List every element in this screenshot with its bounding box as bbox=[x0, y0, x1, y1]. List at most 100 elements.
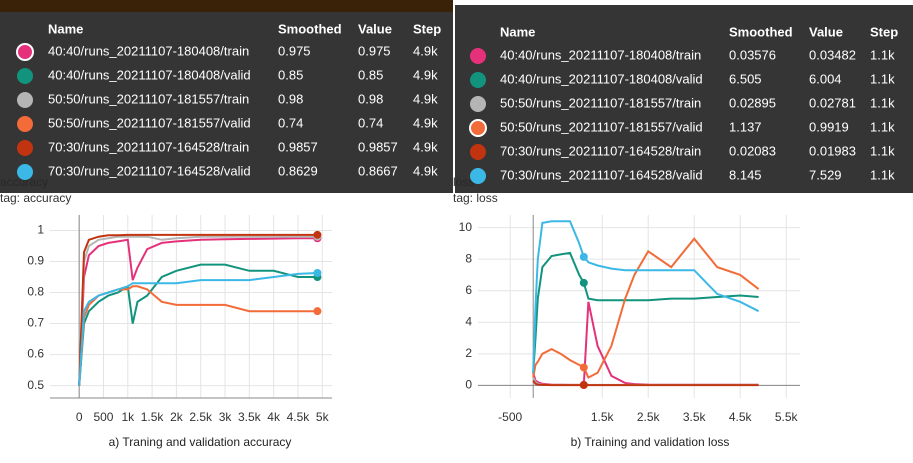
tooltip: Name Smoothed Value Step 40:40/runs_20211107… bbox=[455, 5, 913, 193]
series-line bbox=[78, 233, 318, 386]
series-line bbox=[532, 220, 760, 373]
tooltip-header: Value bbox=[809, 24, 843, 39]
tooltip-header: Name bbox=[48, 21, 83, 36]
x-tick-label: 4k bbox=[267, 410, 281, 424]
tooltip-cell: 1.137 bbox=[729, 119, 762, 134]
tooltip-cell: 1.1k bbox=[870, 95, 895, 110]
y-tick-label: 2 bbox=[465, 346, 472, 360]
legend-swatch bbox=[17, 164, 33, 180]
legend-entry: 70:30/runs_20211107-164528/train bbox=[500, 143, 701, 158]
tooltip-header: Step bbox=[413, 21, 441, 36]
legend-entry: 70:30/runs_20211107-164528/valid bbox=[500, 167, 703, 182]
tooltip-cell: 0.975 bbox=[358, 43, 391, 58]
tooltip-header: Step bbox=[870, 24, 898, 39]
tooltip-header: Smoothed bbox=[729, 24, 793, 39]
series-line bbox=[532, 380, 759, 387]
tooltip-cell: 0.9857 bbox=[278, 139, 318, 154]
tooltip-cell: 4.9k bbox=[413, 139, 438, 154]
x-tick-label: 2.5k bbox=[637, 410, 661, 424]
hover-dot bbox=[313, 230, 322, 239]
legend-swatch bbox=[17, 92, 33, 108]
legend-entry: 40:40/runs_20211107-180408/valid bbox=[500, 71, 703, 86]
tooltip-header: Name bbox=[500, 24, 535, 39]
y-tick-label: 8 bbox=[465, 251, 472, 265]
tooltip-cell: 0.02781 bbox=[809, 95, 856, 110]
tooltip-cell: 1.1k bbox=[870, 47, 895, 62]
y-tick-label: 0.7 bbox=[27, 316, 44, 330]
x-tick-label: 1.5k bbox=[591, 410, 615, 424]
legend-swatch bbox=[470, 96, 486, 112]
legend-swatch bbox=[16, 43, 34, 61]
y-tick-label: 0 bbox=[465, 378, 472, 392]
tooltip-cell: 8.145 bbox=[729, 167, 762, 182]
x-tick-label: 1k bbox=[121, 410, 135, 424]
tooltip-cell: 7.529 bbox=[809, 167, 842, 182]
chart-panel: losstag: loss0246810-5001.5k2.5k3.5k4.5k… bbox=[453, 175, 800, 449]
hover-dot bbox=[579, 363, 588, 372]
tooltip: Name Smoothed Value Step 40:40/runs_20211107… bbox=[0, 0, 453, 193]
series-line bbox=[78, 285, 318, 386]
tooltip-cell: 0.8629 bbox=[278, 163, 318, 178]
tooltip-cell: 0.02083 bbox=[729, 143, 776, 158]
hover-dot bbox=[313, 307, 322, 316]
series-line bbox=[78, 272, 318, 386]
legend-swatch bbox=[470, 48, 486, 64]
tooltip-cell: 4.9k bbox=[413, 43, 438, 58]
x-tick-label: 4.5k bbox=[287, 410, 311, 424]
x-tick-label: 3.5k bbox=[238, 410, 262, 424]
y-tick-label: 4 bbox=[465, 314, 472, 328]
tooltip-cell: 0.02895 bbox=[729, 95, 776, 110]
legend-swatch bbox=[469, 119, 487, 137]
x-tick-label: 3k bbox=[219, 410, 233, 424]
chart-subtitle: tag: loss bbox=[453, 191, 498, 205]
chart-subtitle: tag: accuracy bbox=[0, 191, 71, 205]
tooltip-cell: 0.74 bbox=[278, 115, 303, 130]
caption: a) Traning and validation accuracy bbox=[109, 435, 292, 449]
series-line bbox=[78, 263, 318, 386]
series-line bbox=[78, 237, 318, 386]
tooltip-cell: 0.98 bbox=[358, 91, 383, 106]
legend-entry: 40:40/runs_20211107-180408/train bbox=[500, 47, 701, 62]
hover-dot bbox=[579, 278, 588, 287]
legend-swatch bbox=[470, 168, 486, 184]
tooltip-cell: 0.9919 bbox=[809, 119, 849, 134]
tooltip-cell: 6.505 bbox=[729, 71, 762, 86]
tooltip-cell: 0.74 bbox=[358, 115, 383, 130]
series-line bbox=[532, 251, 759, 373]
y-tick-label: 10 bbox=[459, 220, 473, 234]
x-tick-label: 1.5k bbox=[141, 410, 165, 424]
tooltip-cell: 1.1k bbox=[870, 143, 895, 158]
tooltip-cell: 4.9k bbox=[413, 163, 438, 178]
tooltip-cell: 0.03482 bbox=[809, 47, 856, 62]
tooltip-bg bbox=[455, 5, 913, 193]
legend-entry: 50:50/runs_20211107-181557/valid bbox=[500, 119, 703, 134]
legend-swatch bbox=[17, 140, 33, 156]
legend-entry: 50:50/runs_20211107-181557/train bbox=[500, 95, 701, 110]
tooltip-cell: 4.9k bbox=[413, 115, 438, 130]
legend-swatch bbox=[470, 72, 486, 88]
y-tick-label: 6 bbox=[465, 283, 472, 297]
tooltip-cell: 1.1k bbox=[870, 119, 895, 134]
hover-dot bbox=[579, 252, 588, 261]
series-line bbox=[78, 235, 318, 386]
x-tick-label: 0 bbox=[76, 410, 83, 424]
tooltip-cell: 0.03576 bbox=[729, 47, 776, 62]
x-tick-label: 500 bbox=[93, 410, 113, 424]
x-tick-label: 2k bbox=[170, 410, 184, 424]
tooltip-header: Smoothed bbox=[278, 21, 342, 36]
tooltip-cell: 0.9857 bbox=[358, 139, 398, 154]
x-tick-label: 5k bbox=[316, 410, 330, 424]
series-line bbox=[532, 301, 759, 386]
tooltip-cell: 1.1k bbox=[870, 167, 895, 182]
tooltip-cell: 0.85 bbox=[278, 67, 303, 82]
y-tick-label: 0.6 bbox=[27, 347, 44, 361]
tooltip-cell: 4.9k bbox=[413, 91, 438, 106]
x-tick-label: -500 bbox=[498, 410, 522, 424]
tooltip-cell: 0.8667 bbox=[358, 163, 398, 178]
y-tick-label: 1 bbox=[37, 223, 44, 237]
x-tick-label: 4.5k bbox=[729, 410, 753, 424]
y-tick-label: 0.5 bbox=[27, 378, 44, 392]
tooltip-cell: 0.975 bbox=[278, 43, 311, 58]
series-line bbox=[532, 237, 760, 379]
